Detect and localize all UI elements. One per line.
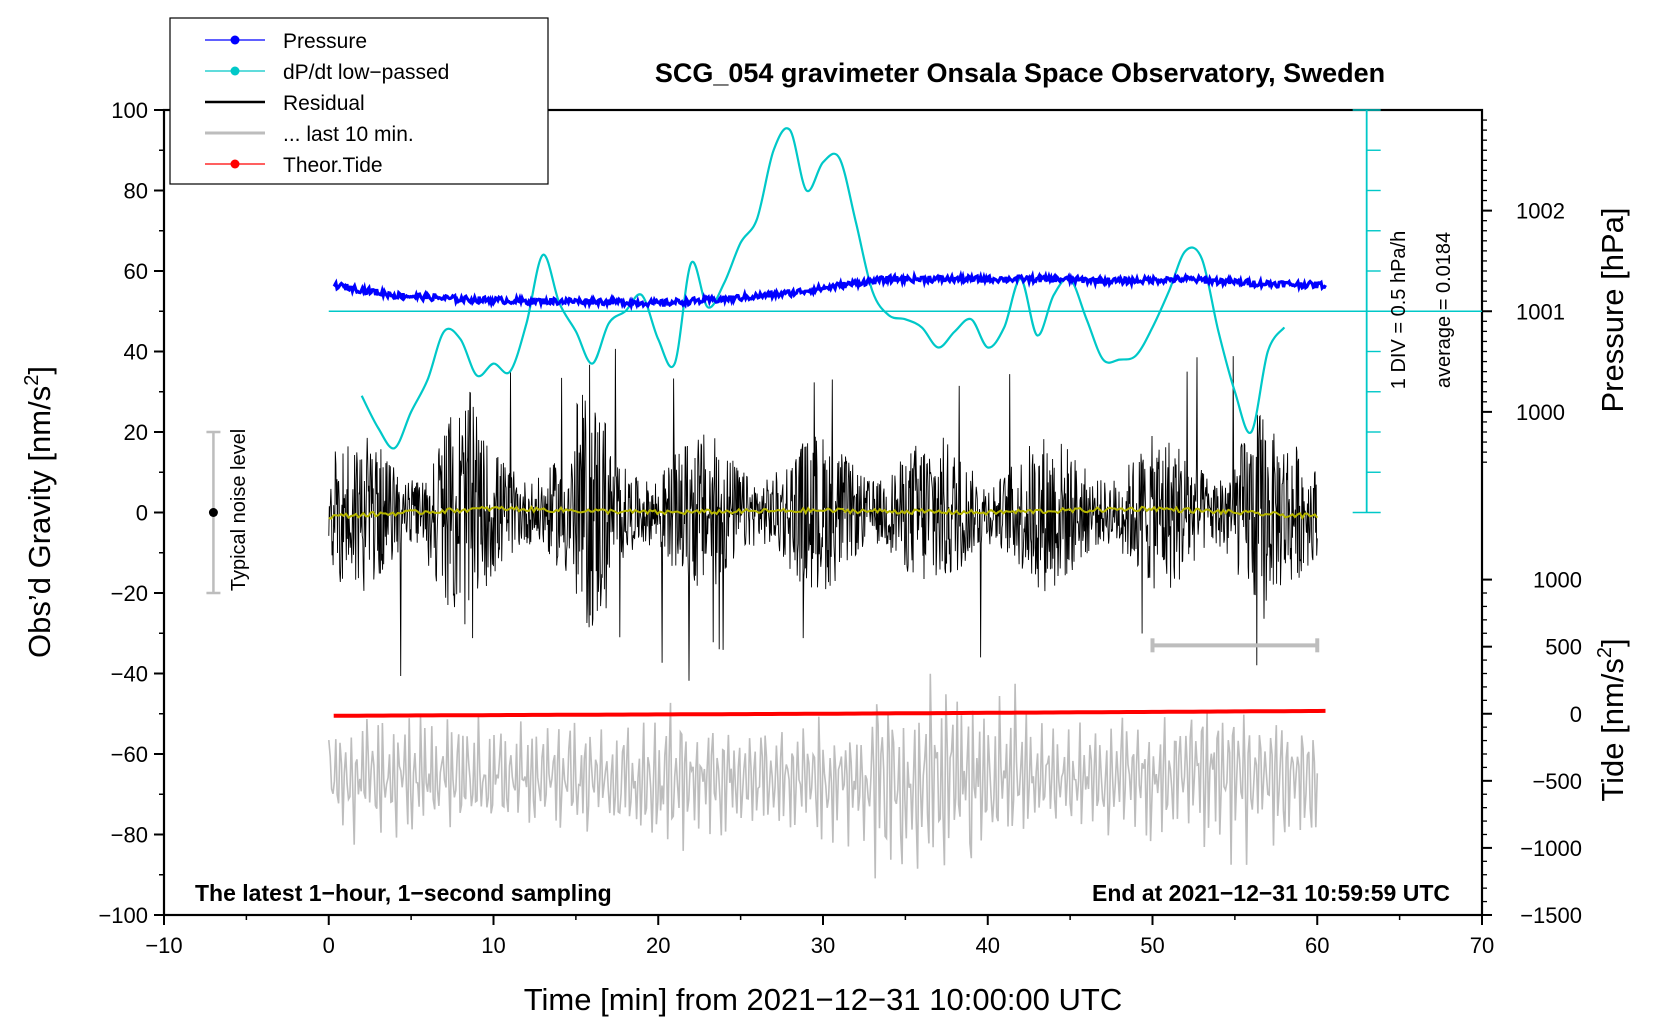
- pressure-tick-label: 1000: [1516, 400, 1565, 425]
- y-axis-label-left-end: ]: [22, 366, 57, 375]
- dpdt-div-label: 1 DIV = 0.5 hPa/h: [1388, 231, 1410, 389]
- dpdt-scale: [328, 109, 1482, 514]
- tide-tick-label: −500: [1532, 769, 1582, 794]
- x-tick-label: −10: [145, 933, 182, 958]
- y-axis-label-tide-sup: 2: [1594, 647, 1616, 658]
- tide-tick-label: 1000: [1533, 568, 1582, 593]
- x-tick-label: 40: [976, 933, 1000, 958]
- dpdt-line: [360, 127, 1286, 450]
- pressure-tick-label: 1002: [1516, 199, 1565, 224]
- y-axis-label-left-sup: 2: [21, 375, 43, 386]
- y-tick-label: −100: [98, 903, 148, 928]
- residual-smoothed-line: [328, 505, 1319, 520]
- annotation-left: The latest 1−hour, 1−second sampling: [195, 880, 612, 906]
- y-tick-label: −20: [111, 581, 148, 606]
- x-tick-label: 60: [1305, 933, 1329, 958]
- x-tick-label: 50: [1140, 933, 1164, 958]
- last-10-min-series: [328, 673, 1319, 879]
- y-tick-label: −60: [111, 742, 148, 767]
- x-tick-label: 30: [811, 933, 835, 958]
- y-axis-label-tide-text: Tide [nm/s: [1595, 658, 1630, 802]
- dpdt-lowpassed-series: [360, 127, 1286, 450]
- noise-level-label: Typical noise level: [228, 429, 250, 591]
- y-tick-label: 20: [124, 420, 148, 445]
- tide-tick-label: 0: [1570, 702, 1582, 727]
- tide-axis-ticks: 1000 500 0 −500 −1000 −1500: [1482, 568, 1582, 928]
- residual-line: [328, 348, 1318, 681]
- legend-label: Residual: [283, 92, 365, 115]
- y-axis-label-tide: Tide [nm/s2]: [1594, 638, 1630, 801]
- residual-smoothed-series: [328, 505, 1319, 520]
- x-axis-ticks: −10 0 10 20 30 40 50 60 70: [145, 915, 1494, 958]
- theor-tide-series: [333, 708, 1326, 718]
- legend-swatch-marker: [230, 35, 240, 45]
- tide-tick-label: −1500: [1520, 903, 1582, 928]
- pressure-series: [332, 269, 1327, 312]
- noise-bar-center-dot: [208, 508, 218, 517]
- x-tick-label: 0: [323, 933, 335, 958]
- y-tick-label: 80: [124, 179, 148, 204]
- y-tick-label: 60: [124, 259, 148, 284]
- noise-level-bar: [206, 430, 221, 595]
- x-tick-label: 20: [646, 933, 670, 958]
- y-tick-label: −40: [111, 662, 148, 687]
- y-axis-label-tide-end: ]: [1595, 638, 1630, 647]
- y-axis-label-left: Obs’d Gravity [nm/s2]: [21, 366, 57, 658]
- legend: Pressure dP/dt low−passed Residual ... last…: [169, 17, 549, 185]
- y-axis-ticks: −100 −80 −60 −40 −20 0 20 40 60 80 100: [98, 98, 164, 928]
- legend-label: dP/dt low−passed: [283, 61, 449, 84]
- x-tick-label: 70: [1470, 933, 1494, 958]
- residual-series: [328, 348, 1318, 681]
- legend-label: Pressure: [283, 30, 367, 53]
- pressure-tick-label: 1001: [1516, 299, 1565, 324]
- y-tick-label: 0: [136, 501, 148, 526]
- annotation-right: End at 2021−12−31 10:59:59 UTC: [1092, 880, 1450, 906]
- y-tick-label: 100: [111, 98, 148, 123]
- theor-tide-line: [333, 708, 1326, 718]
- chart-title: SCG_054 gravimeter Onsala Space Observat…: [655, 58, 1385, 88]
- pressure-axis-ticks: 1000 1001 1002: [1482, 119, 1565, 463]
- y-tick-label: −80: [111, 823, 148, 848]
- tide-tick-label: −1000: [1520, 836, 1582, 861]
- x-axis-label: Time [min] from 2021−12−31 10:00:00 UTC: [524, 982, 1123, 1017]
- last-10-min-line: [328, 673, 1319, 879]
- legend-swatch-marker: [230, 66, 240, 76]
- legend-swatch-marker: [230, 159, 240, 169]
- x-tick-label: 10: [481, 933, 505, 958]
- dpdt-average-label: average = 0.0184: [1433, 232, 1455, 388]
- y-axis-label-pressure: Pressure [hPa]: [1595, 207, 1630, 412]
- tide-tick-label: 500: [1545, 635, 1582, 660]
- legend-label: ... last 10 min.: [283, 123, 414, 146]
- last-10-min-bar: [1150, 638, 1320, 653]
- pressure-line: [332, 269, 1327, 312]
- legend-label: Theor.Tide: [283, 154, 383, 177]
- y-axis-label-left-text: Obs’d Gravity [nm/s: [22, 386, 57, 658]
- y-tick-label: 40: [124, 340, 148, 365]
